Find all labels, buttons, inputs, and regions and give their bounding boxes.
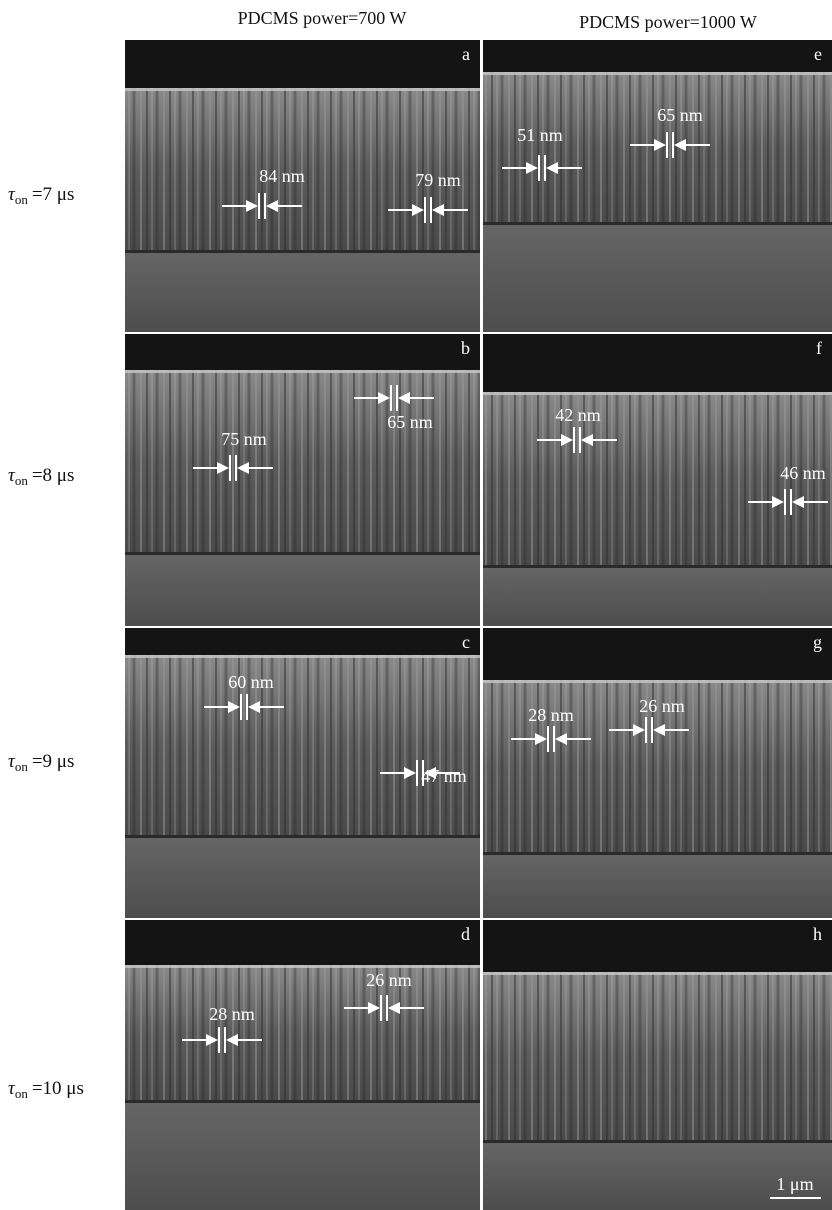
width-label: 28 nm	[209, 1004, 255, 1024]
interface	[483, 565, 832, 568]
substrate	[125, 552, 480, 626]
width-label: 65 nm	[657, 105, 703, 125]
panel-letter: h	[813, 924, 822, 944]
sem-panel: d 28 nm 26 nm	[125, 920, 480, 1210]
scale-bar-label: 1 μm	[776, 1174, 813, 1194]
sem-panel: g 28 nm 26 nm	[483, 628, 832, 918]
width-label: 47 nm	[421, 766, 467, 786]
width-label: 60 nm	[228, 672, 274, 692]
film-texture	[125, 655, 480, 835]
sem-panel: a 84 nm 79 nm	[125, 40, 480, 332]
interface	[125, 250, 480, 253]
interface	[483, 222, 832, 225]
row-label: τon=8 μs	[8, 465, 74, 488]
row-value: =9 μs	[32, 751, 75, 772]
row-subscript: on	[15, 1086, 29, 1101]
sem-panel: f 42 nm 46 nm	[483, 334, 832, 626]
row-value: =7 μs	[32, 184, 75, 205]
width-label: 51 nm	[517, 125, 563, 145]
row-value: =8 μs	[32, 465, 75, 486]
width-label: 79 nm	[415, 170, 461, 190]
sem-panel: h	[483, 920, 832, 1210]
film-surface	[483, 972, 832, 975]
column-header: PDCMS power=700 W	[238, 8, 407, 28]
sem-panel: e 51 nm 65 nm	[483, 40, 832, 332]
film-surface	[483, 680, 832, 683]
panel-letter: f	[816, 338, 822, 358]
panel-letter: c	[462, 632, 470, 652]
film-texture	[483, 972, 832, 1140]
width-label: 75 nm	[221, 429, 267, 449]
interface	[125, 1100, 480, 1103]
row-subscript: on	[15, 473, 29, 488]
width-label: 26 nm	[366, 970, 412, 990]
panel-letter: b	[461, 338, 470, 358]
width-label: 28 nm	[528, 705, 574, 725]
film-surface	[125, 965, 480, 968]
width-label: 26 nm	[639, 696, 685, 716]
film-surface	[125, 88, 480, 91]
film-surface	[125, 370, 480, 373]
panel-letter: g	[813, 632, 822, 652]
interface	[483, 1140, 832, 1143]
substrate	[483, 852, 832, 918]
width-label: 84 nm	[259, 166, 305, 186]
film-texture	[125, 965, 480, 1100]
substrate	[483, 565, 832, 626]
row-subscript: on	[15, 192, 29, 207]
width-label: 46 nm	[780, 463, 826, 483]
figure: PDCMS power=700 W PDCMS power=1000 W τon…	[0, 0, 832, 1210]
interface	[483, 852, 832, 855]
width-label: 42 nm	[555, 405, 601, 425]
panel-letter: a	[462, 44, 470, 64]
panel-letter: e	[814, 44, 822, 64]
substrate	[125, 250, 480, 332]
width-label: 65 nm	[387, 412, 433, 432]
row-label: τon=9 μs	[8, 751, 74, 774]
film-surface	[483, 392, 832, 395]
sem-panel: c 60 nm 47 nm	[125, 628, 480, 918]
row-label: τon=10 μs	[8, 1078, 84, 1101]
sem-panel: b 75 nm 65 nm	[125, 334, 480, 626]
film-surface	[483, 72, 832, 75]
substrate	[125, 1100, 480, 1210]
substrate	[125, 835, 480, 918]
panel-letter: d	[461, 924, 470, 944]
row-label: τon=7 μs	[8, 184, 74, 207]
interface	[125, 835, 480, 838]
interface	[125, 552, 480, 555]
film-surface	[125, 655, 480, 658]
substrate	[483, 222, 832, 332]
row-value: =10 μs	[32, 1078, 84, 1099]
row-subscript: on	[15, 759, 29, 774]
column-header: PDCMS power=1000 W	[579, 12, 757, 32]
